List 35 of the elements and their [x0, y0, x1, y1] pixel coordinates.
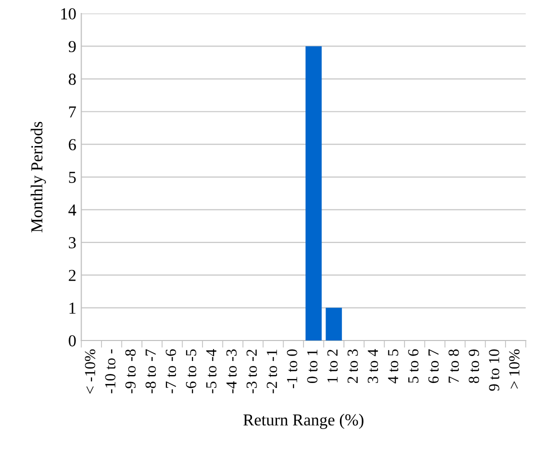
x-tick-label: 6 to 7: [428, 349, 439, 383]
x-tick-label: 9 to 10: [488, 349, 500, 391]
x-tick-label: 2 to 3: [348, 349, 358, 383]
x-tick-label: -10 to -: [105, 349, 116, 394]
y-tick-label: 0: [68, 335, 76, 346]
x-axis-title: Return Range (%): [243, 414, 364, 429]
y-tick-label: 6: [68, 139, 76, 150]
x-tick-label: 4 to 5: [388, 349, 398, 384]
x-tick-label: -3 to -2: [246, 350, 257, 394]
x-tick-label: -9 to -8: [125, 349, 136, 394]
y-tick-label: 9: [68, 40, 76, 52]
x-tick-label: -8 to -7: [146, 349, 156, 394]
x-tick-label: -4 to -3: [226, 349, 237, 394]
y-tick-label: 5: [69, 172, 76, 183]
x-tick-label: -2 to -1: [266, 350, 278, 394]
x-tick-label: -1 to 0: [286, 349, 298, 388]
y-tick-label: 3: [68, 237, 76, 248]
y-tick-label: 8: [68, 74, 76, 85]
x-tick-label: -7 to -6: [166, 349, 176, 394]
y-tick-label: 4: [68, 204, 76, 216]
x-tick-label: -6 to -5: [186, 349, 196, 394]
x-tick-label: 5 to 6: [408, 349, 418, 383]
y-tick-label: 10: [61, 8, 76, 20]
y-tick-label: 2: [68, 270, 76, 281]
y-tick-label: 1: [70, 302, 76, 314]
x-tick-label: 3 to 4: [368, 349, 378, 383]
x-tick-label: 0 to 1: [307, 350, 318, 384]
x-tick-label: -5 to -4: [206, 349, 216, 394]
y-tick-label: 7: [69, 106, 76, 118]
y-axis-title: Monthly Periods: [30, 122, 46, 232]
x-tick-label: > 10%: [509, 349, 520, 388]
x-tick-label: 7 to 8: [448, 349, 459, 383]
x-tick-label: < -10%: [84, 349, 96, 394]
x-tick-label: 8 to 9: [468, 349, 480, 384]
x-tick-label: 1 to 2: [327, 350, 338, 382]
